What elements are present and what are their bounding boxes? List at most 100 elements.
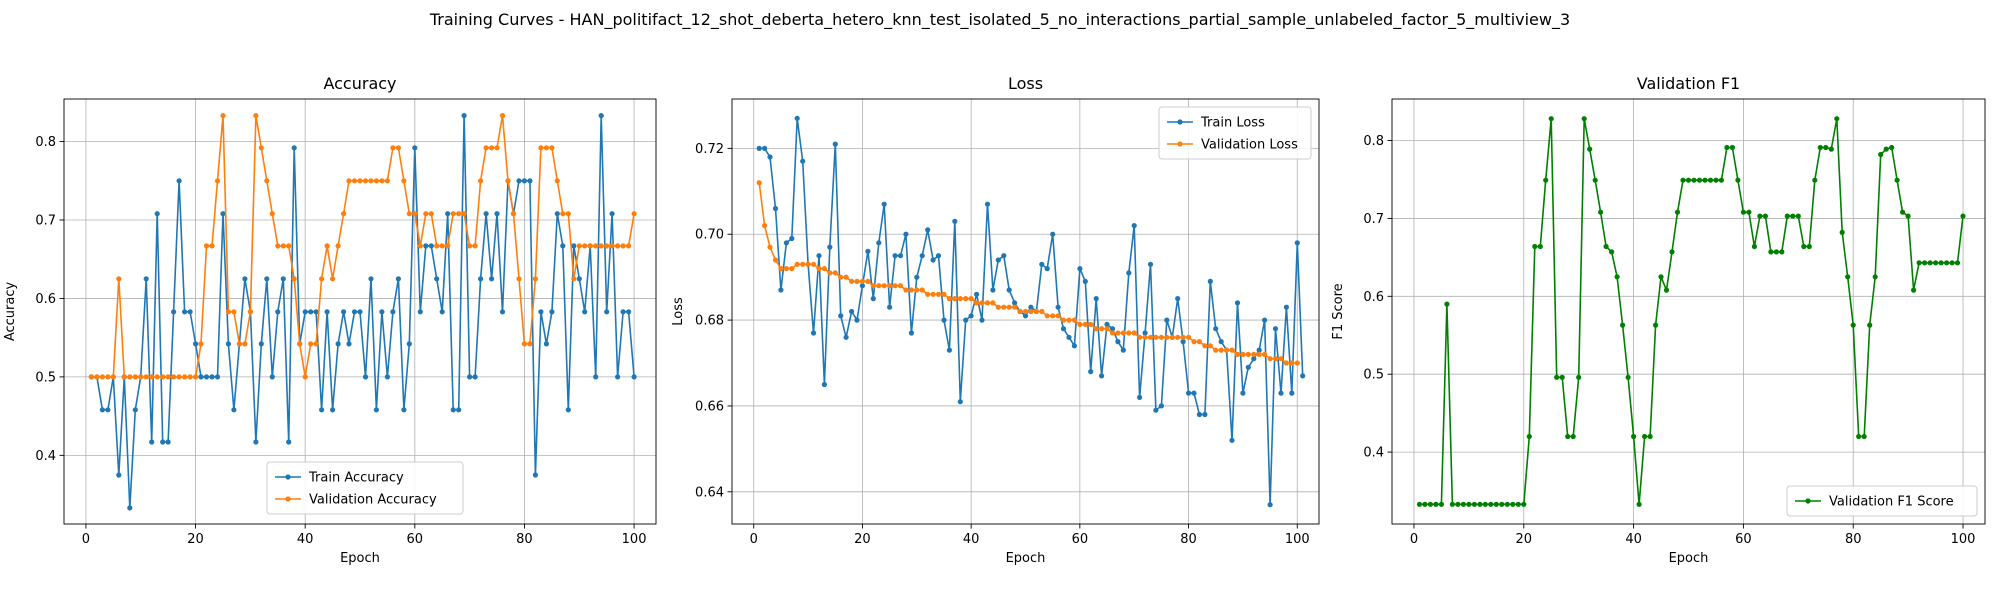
data-point <box>1790 213 1796 219</box>
data-point <box>1867 322 1873 328</box>
data-point <box>1559 374 1565 380</box>
data-point <box>368 276 374 282</box>
data-point <box>242 276 248 282</box>
data-point <box>489 276 495 282</box>
data-point <box>1245 364 1251 370</box>
data-point <box>919 287 925 293</box>
data-point <box>838 313 844 319</box>
data-point <box>351 178 358 184</box>
y-axis-label: Loss <box>671 297 686 326</box>
data-point <box>428 243 434 249</box>
legend-box <box>266 461 464 515</box>
data-point <box>1828 146 1834 152</box>
data-point <box>957 296 963 302</box>
legend-label: Train Accuracy <box>308 471 404 486</box>
data-point <box>1196 411 1202 418</box>
data-point <box>1115 330 1121 336</box>
data-point <box>560 211 566 217</box>
y-tick-label: 0.8 <box>35 135 56 150</box>
data-point <box>1812 177 1818 183</box>
data-point <box>264 276 270 282</box>
data-point <box>171 374 177 380</box>
data-point <box>319 276 325 282</box>
data-point <box>549 309 555 315</box>
data-point <box>1532 243 1538 250</box>
data-point <box>1499 501 1505 507</box>
data-point <box>1707 177 1714 183</box>
data-point <box>995 304 1001 310</box>
data-point <box>843 334 849 340</box>
legend: Train Loss Validation Loss <box>1158 106 1312 160</box>
data-point <box>576 276 582 282</box>
data-point <box>571 243 577 249</box>
x-tick-label: 60 <box>1072 532 1089 547</box>
data-point <box>401 407 407 413</box>
data-point <box>1066 317 1072 323</box>
data-point <box>209 374 215 380</box>
data-point <box>1104 326 1110 332</box>
data-point <box>1153 334 1159 340</box>
data-point <box>854 278 860 284</box>
data-point <box>313 341 319 347</box>
data-point <box>1570 433 1576 440</box>
data-point <box>335 243 341 249</box>
data-point <box>341 309 347 315</box>
data-point <box>1878 151 1884 158</box>
axes-frame <box>63 98 657 525</box>
y-tick-label: 0.5 <box>1363 368 1384 383</box>
data-point <box>1109 326 1116 332</box>
data-point <box>1039 261 1045 267</box>
data-point <box>187 309 193 315</box>
data-point <box>1856 433 1862 440</box>
data-point <box>1093 296 1099 302</box>
data-point <box>604 243 610 249</box>
data-point <box>990 287 996 293</box>
data-point <box>99 407 105 413</box>
data-point <box>1229 437 1235 443</box>
data-point <box>1702 177 1708 183</box>
data-point <box>598 113 604 119</box>
data-point <box>821 381 828 388</box>
x-axis-label: Epoch <box>1006 551 1046 566</box>
data-point <box>620 309 626 315</box>
data-point <box>1806 243 1812 250</box>
data-point <box>138 374 144 380</box>
data-point <box>1099 326 1105 332</box>
data-point <box>456 407 462 413</box>
data-point <box>941 291 947 297</box>
data-point <box>876 283 882 289</box>
data-point <box>1251 356 1257 362</box>
data-point <box>143 374 149 380</box>
data-point <box>832 141 838 147</box>
data-point <box>554 178 560 184</box>
data-point <box>406 211 412 217</box>
data-point <box>1620 322 1626 328</box>
data-point <box>516 178 522 184</box>
data-point <box>209 243 215 249</box>
data-point <box>1548 116 1554 122</box>
data-point <box>1006 287 1012 293</box>
legend-box <box>1158 106 1312 160</box>
data-point <box>1071 317 1077 323</box>
data-point <box>1718 177 1724 183</box>
data-point <box>1784 213 1790 219</box>
data-point <box>1126 270 1132 276</box>
data-point <box>587 243 593 249</box>
data-point <box>1207 278 1213 284</box>
data-point <box>1267 356 1273 362</box>
data-point <box>1175 334 1181 340</box>
data-point <box>357 309 363 315</box>
data-point <box>390 309 396 315</box>
chart-title: Validation F1 <box>1637 74 1740 93</box>
data-point <box>914 274 920 280</box>
data-point <box>1713 177 1719 183</box>
data-point <box>417 309 423 315</box>
data-point <box>615 374 621 380</box>
data-point <box>1565 433 1571 440</box>
data-point <box>1186 390 1192 396</box>
data-point <box>1900 209 1906 215</box>
data-point <box>149 439 155 445</box>
x-tick-label: 40 <box>1625 532 1642 547</box>
data-point <box>165 374 171 380</box>
data-point <box>105 407 111 413</box>
